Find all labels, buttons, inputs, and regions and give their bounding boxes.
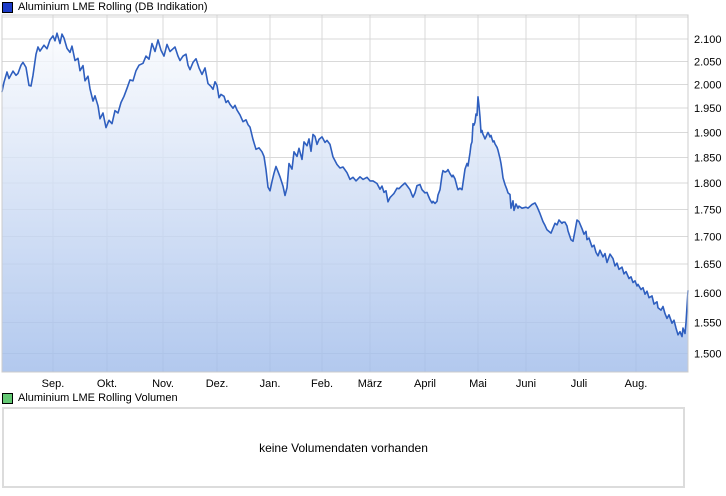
svg-text:1.750: 1.750 (694, 204, 722, 216)
svg-text:Nov.: Nov. (152, 378, 174, 390)
volume-empty-panel: keine Volumendaten vorhanden (2, 407, 685, 488)
svg-text:2.000: 2.000 (694, 80, 722, 92)
price-legend: Aluminium LME Rolling (DB Indikation) (2, 1, 208, 14)
svg-text:1.800: 1.800 (694, 178, 722, 190)
svg-text:1.700: 1.700 (694, 231, 722, 243)
svg-text:Mai: Mai (469, 378, 487, 390)
svg-text:1.950: 1.950 (694, 103, 722, 115)
svg-text:Feb.: Feb. (311, 378, 333, 390)
volume-legend: Aluminium LME Rolling Volumen (2, 392, 178, 405)
svg-text:Sep.: Sep. (42, 378, 65, 390)
svg-text:1.900: 1.900 (694, 127, 722, 139)
svg-text:Jan.: Jan. (260, 378, 281, 390)
svg-text:Aug.: Aug. (625, 378, 648, 390)
svg-text:2.100: 2.100 (694, 34, 722, 46)
svg-text:Juni: Juni (516, 378, 536, 390)
volume-series-marker-icon (2, 393, 13, 404)
volume-legend-label: Aluminium LME Rolling Volumen (18, 392, 178, 404)
svg-text:März: März (358, 378, 382, 390)
volume-empty-message: keine Volumendaten vorhanden (259, 440, 428, 455)
svg-text:1.600: 1.600 (694, 288, 722, 300)
svg-text:2.050: 2.050 (694, 57, 722, 69)
svg-text:Juli: Juli (571, 378, 588, 390)
price-chart-canvas[interactable]: 2.100 2.050 2.000 1.950 1.900 1.850 1.800 1.750… (0, 0, 726, 392)
svg-text:1.550: 1.550 (694, 318, 722, 330)
svg-text:Dez.: Dez. (206, 378, 229, 390)
svg-text:1.850: 1.850 (694, 152, 722, 164)
price-legend-label: Aluminium LME Rolling (DB Indikation) (18, 1, 208, 13)
price-series-marker-icon (2, 2, 13, 13)
svg-text:April: April (414, 378, 436, 390)
svg-text:Okt.: Okt. (97, 378, 117, 390)
svg-text:1.500: 1.500 (694, 348, 722, 360)
svg-text:1.650: 1.650 (694, 259, 722, 271)
